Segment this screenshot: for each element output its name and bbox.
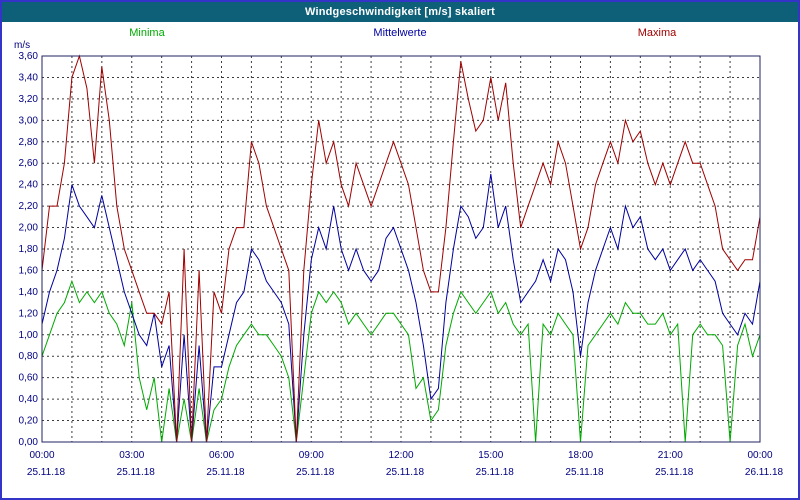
x-tick-date-label: 25.11.18 <box>386 467 425 478</box>
y-tick-label: 0,60 <box>19 373 39 384</box>
x-tick-date-label: 25.11.18 <box>476 467 515 478</box>
y-tick-label: 1,00 <box>19 330 39 341</box>
legend-maxima-label: Maxima <box>638 27 677 39</box>
y-axis-tick-labels: 0,00 0,20 0,40 0,60 0,80 1,00 1,20 1,40 1,60 1,80… <box>19 51 39 448</box>
y-tick-label: 2,40 <box>19 180 39 191</box>
legend-minima-label: Minima <box>129 27 165 39</box>
x-tick-time-label: 18:00 <box>568 450 593 461</box>
y-axis-unit-label: m/s <box>14 40 30 51</box>
y-tick-label: 1,40 <box>19 287 39 298</box>
x-tick-time-label: 09:00 <box>299 450 324 461</box>
y-tick-label: 3,40 <box>19 72 39 83</box>
chart-area: Minima Mittelwerte Maxima m/s 0,00 0,20 0,… <box>2 22 798 498</box>
x-tick-time-label: 06:00 <box>209 450 234 461</box>
x-tick-date-label: 25.11.18 <box>27 467 66 478</box>
x-tick-date-label: 25.11.18 <box>296 467 335 478</box>
y-tick-label: 2,80 <box>19 137 39 148</box>
x-tick-date-label: 25.11.18 <box>117 467 156 478</box>
x-tick-time-label: 15:00 <box>478 450 503 461</box>
x-tick-time-label: 00:00 <box>29 450 54 461</box>
x-tick-date-label: 25.11.18 <box>206 467 245 478</box>
x-tick-date-label: 25.11.18 <box>655 467 694 478</box>
y-tick-label: 3,00 <box>19 115 39 126</box>
y-tick-label: 0,80 <box>19 351 39 362</box>
series-line-maxima <box>41 54 761 443</box>
x-tick-date-label: 26.11.18 <box>745 467 784 478</box>
y-tick-label: 3,60 <box>19 51 39 62</box>
y-tick-label: 1,80 <box>19 244 39 255</box>
y-tick-label: 3,20 <box>19 94 39 105</box>
legend-mittelwerte-label: Mittelwerte <box>373 27 426 39</box>
x-tick-time-label: 00:00 <box>747 450 772 461</box>
y-tick-label: 0,00 <box>19 437 39 448</box>
x-tick-time-label: 21:00 <box>658 450 683 461</box>
chart-title: Windgeschwindigkeit [m/s] skaliert <box>304 6 496 18</box>
y-tick-label: 1,20 <box>19 308 39 319</box>
y-tick-label: 0,40 <box>19 394 39 405</box>
x-axis-tick-labels: 00:00 25.11.18 03:00 25.11.18 06:00 25.11.18 0… <box>27 450 784 478</box>
y-tick-label: 2,00 <box>19 223 39 234</box>
title-bar: Windgeschwindigkeit [m/s] skaliert <box>2 2 798 22</box>
y-tick-label: 1,60 <box>19 265 39 276</box>
gridlines-group <box>42 56 760 442</box>
wind-speed-chart: Minima Mittelwerte Maxima m/s 0,000,200,… <box>14 27 784 478</box>
y-tick-label: 2,60 <box>19 158 39 169</box>
x-tick-date-label: 25.11.18 <box>565 467 604 478</box>
x-tick-time-label: 03:00 <box>119 450 144 461</box>
x-tick-time-label: 12:00 <box>388 450 413 461</box>
plot-frame <box>41 55 761 443</box>
series-line-mittelwerte <box>41 173 761 443</box>
y-tick-label: 2,20 <box>19 201 39 212</box>
y-tick-label: 0,20 <box>19 416 39 427</box>
